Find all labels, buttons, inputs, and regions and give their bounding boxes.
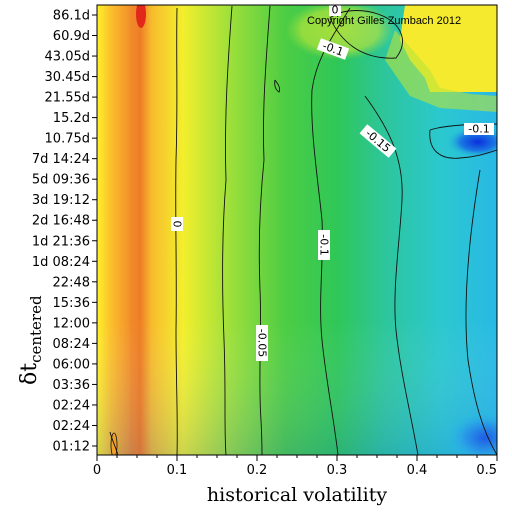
y-tick-label: 60.9d [53, 29, 90, 44]
contour-label: -0.1 [318, 230, 331, 260]
contour-label: -0.05 [256, 325, 269, 361]
contour-label: 0 [329, 4, 341, 17]
svg-text:-0.05: -0.05 [256, 329, 269, 357]
y-tick-label: 7d 14:24 [32, 152, 90, 167]
x-axis-label: historical volatility [207, 484, 387, 506]
heatmap-surface [97, 5, 497, 455]
y-tick-label: 02:24 [53, 419, 90, 434]
y-tick-label: 02:24 [53, 398, 90, 413]
contour-label: -0.1 [462, 236, 475, 257]
y-tick-label: 10.75d [45, 132, 90, 147]
svg-text:-0.1: -0.1 [468, 123, 489, 136]
y-axis-label: δtcentered [17, 295, 45, 385]
y-axis-label-sub: centered [27, 295, 45, 363]
y-tick-label: 15:36 [53, 296, 90, 311]
svg-text:-0.1: -0.1 [462, 236, 475, 257]
x-tick-label: 0.2 [247, 463, 268, 478]
y-tick-label: 06:00 [53, 357, 90, 372]
svg-text:0: 0 [332, 4, 339, 17]
x-tick-label: 0.1 [167, 463, 188, 478]
x-tick-label: 0 [93, 463, 101, 478]
y-tick-label: 1d 08:24 [32, 255, 90, 270]
y-tick-label: 30.45d [45, 70, 90, 85]
y-tick-label: 08:24 [53, 337, 90, 352]
x-axis: 0 0.1 0.2 0.3 0.4 0.5 [93, 455, 498, 478]
y-tick-label: 3d 19:12 [32, 193, 90, 208]
y-tick-label: 43.05d [45, 50, 90, 65]
y-tick-label: 03:36 [53, 378, 90, 393]
y-tick-label: 12:00 [53, 316, 90, 331]
y-tick-label: 2d 16:48 [32, 214, 90, 229]
y-tick-label: 01:12 [53, 440, 90, 455]
x-tick-label: 0.4 [407, 463, 428, 478]
y-axis-label-main: δt [17, 363, 42, 385]
y-tick-label: 15.2d [53, 111, 90, 126]
y-tick-label: 22:48 [53, 275, 90, 290]
y-tick-label: 1d 21:36 [32, 234, 90, 249]
y-tick-label: 5d 09:36 [32, 173, 90, 188]
y-tick-label: 21.55d [45, 91, 90, 106]
x-tick-label: 0.5 [476, 463, 497, 478]
contour-label: 0 [171, 217, 184, 231]
y-tick-label: 86.1d [53, 9, 90, 24]
contour-lines [109, 5, 497, 455]
svg-text:0: 0 [171, 221, 184, 228]
contour-label: -0.1 [464, 123, 494, 136]
y-axis: 01:12 02:24 02:24 03:36 06:00 08:24 12:00 15:36… [32, 9, 97, 455]
copyright-text: Copyright Gilles Zumbach 2012 [307, 15, 461, 27]
x-tick-label: 0.3 [327, 463, 348, 478]
svg-text:-0.1: -0.1 [318, 234, 331, 255]
